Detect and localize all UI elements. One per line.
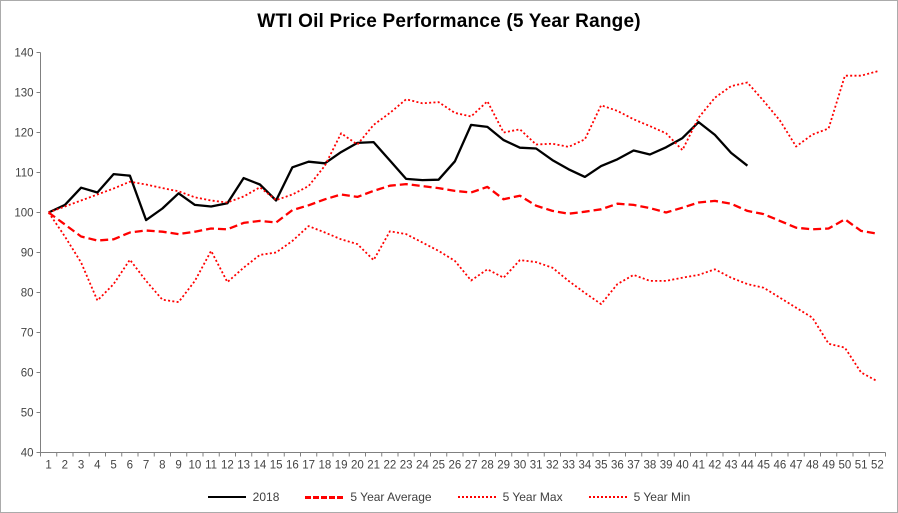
x-tick-label: 20 <box>351 460 364 472</box>
legend-swatch-dotted <box>588 496 627 498</box>
series-line-5-year-min <box>47 211 878 383</box>
x-tick-label: 40 <box>676 460 689 472</box>
x-tick-label: 12 <box>221 460 234 472</box>
y-tick-label: 130 <box>14 88 33 100</box>
x-tick-label: 44 <box>741 460 754 472</box>
x-tick-label: 22 <box>383 460 396 472</box>
x-tick-label: 37 <box>627 460 640 472</box>
legend-item-5-year-min: 5 Year Min <box>588 490 691 504</box>
x-tick-label: 8 <box>159 460 165 472</box>
legend-label: 2018 <box>252 490 280 504</box>
x-tick-label: 3 <box>78 460 84 472</box>
x-tick-label: 41 <box>692 460 705 472</box>
x-tick-label: 14 <box>253 460 266 472</box>
legend: 2018 5 Year Average 5 Year Max 5 Year Min <box>1 490 897 504</box>
y-tick-label: 40 <box>21 448 34 460</box>
x-tick-label: 2 <box>62 460 68 472</box>
y-tick-label: 60 <box>21 368 34 380</box>
y-tick-label: 70 <box>21 328 34 340</box>
x-tick-label: 28 <box>481 460 494 472</box>
x-tick-label: 48 <box>806 460 819 472</box>
x-tick-label: 11 <box>205 460 217 472</box>
chart-title: WTI Oil Price Performance (5 Year Range) <box>257 11 641 32</box>
x-tick-label: 17 <box>302 460 315 472</box>
x-tick-label: 39 <box>660 460 673 472</box>
x-tick-label: 30 <box>513 460 526 472</box>
x-tick-label: 4 <box>94 460 101 472</box>
x-tick-label: 31 <box>530 460 543 472</box>
x-tick-label: 5 <box>110 460 116 472</box>
x-tick-label: 26 <box>448 460 461 472</box>
x-tick-label: 25 <box>432 460 445 472</box>
x-tick-label: 13 <box>237 460 250 472</box>
x-tick-label: 46 <box>773 460 786 472</box>
legend-label: 5 Year Average <box>350 490 432 504</box>
x-tick-label: 52 <box>871 460 884 472</box>
series-line-2018 <box>48 120 749 222</box>
x-tick-label: 18 <box>318 460 331 472</box>
x-tick-label: 10 <box>188 460 201 472</box>
x-tick-label: 51 <box>855 460 868 472</box>
x-tick-label: 27 <box>465 460 478 472</box>
x-tick-label: 47 <box>790 460 803 472</box>
x-tick-label: 24 <box>416 460 429 472</box>
x-tick-label: 49 <box>822 460 835 472</box>
x-tick-label: 6 <box>127 460 133 472</box>
x-tick-label: 32 <box>546 460 559 472</box>
y-tick-label: 80 <box>21 288 34 300</box>
y-tick-label: 90 <box>21 248 34 260</box>
x-tick-label: 29 <box>497 460 510 472</box>
x-tick-label: 33 <box>562 460 575 472</box>
x-tick-label: 50 <box>838 460 851 472</box>
legend-swatch-dotted <box>457 496 496 498</box>
x-tick-label: 45 <box>757 460 770 472</box>
series-line-5-year-average <box>47 182 878 242</box>
legend-swatch-dashed <box>305 495 344 499</box>
x-tick-label: 15 <box>270 460 283 472</box>
x-tick-label: 38 <box>643 460 656 472</box>
x-tick-label: 21 <box>367 460 380 472</box>
x-tick-label: 34 <box>578 460 591 472</box>
legend-swatch-solid <box>207 496 246 498</box>
legend-label: 5 Year Max <box>502 490 563 504</box>
legend-label: 5 Year Min <box>633 490 691 504</box>
y-tick-label: 140 <box>14 48 33 60</box>
x-tick-label: 19 <box>335 460 348 472</box>
x-tick-label: 42 <box>708 460 721 472</box>
x-tick-label: 7 <box>143 460 149 472</box>
x-tick-label: 36 <box>611 460 624 472</box>
x-tick-label: 1 <box>45 460 51 472</box>
legend-item-2018: 2018 <box>207 490 280 504</box>
y-tick-label: 120 <box>14 128 33 140</box>
x-tick-label: 16 <box>286 460 299 472</box>
legend-item-5-year-average: 5 Year Average <box>305 490 432 504</box>
y-tick-label: 100 <box>14 208 33 220</box>
x-tick-label: 23 <box>400 460 413 472</box>
y-tick-label: 50 <box>21 408 34 420</box>
legend-item-5-year-max: 5 Year Max <box>457 490 563 504</box>
x-tick-label: 35 <box>595 460 608 472</box>
x-tick-label: 43 <box>725 460 738 472</box>
x-tick-label: 9 <box>175 460 181 472</box>
y-tick-label: 110 <box>15 168 33 180</box>
